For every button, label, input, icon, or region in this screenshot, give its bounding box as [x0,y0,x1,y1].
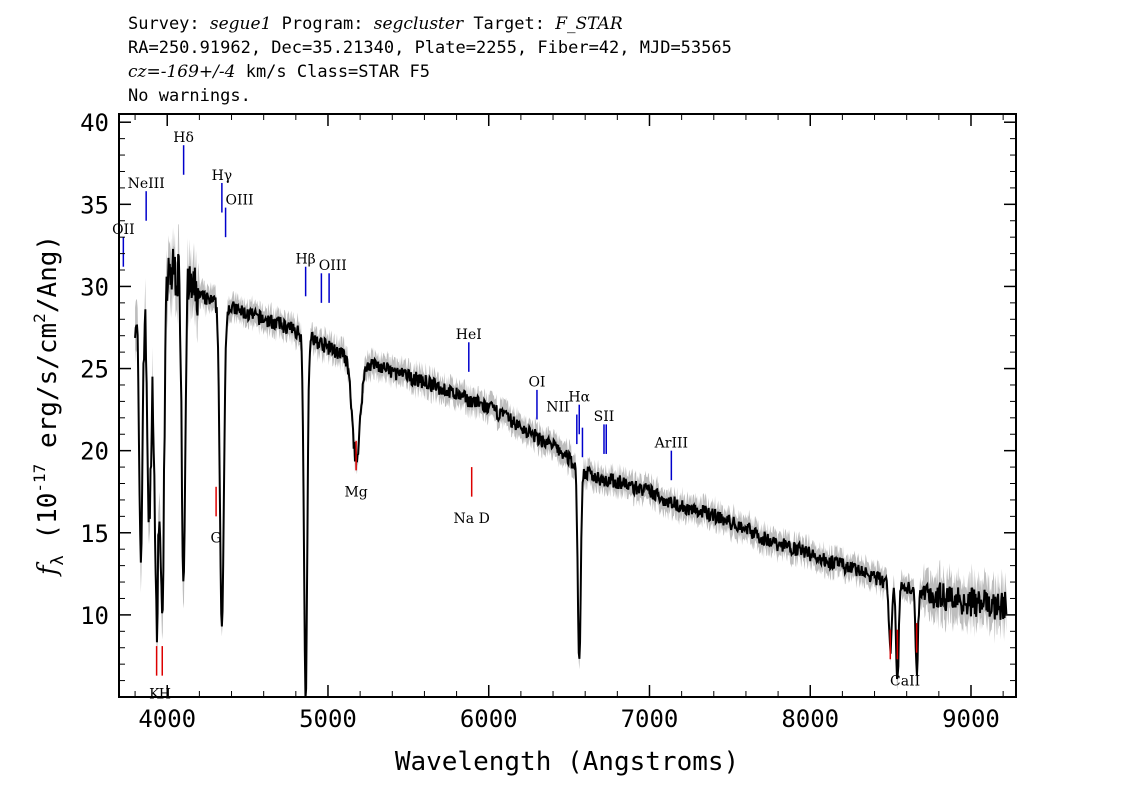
x-axis-label: Wavelength (Angstroms) [395,747,739,777]
emission-line-label: HeI [456,327,482,343]
spectrum-header: Survey: segue1 Program: segcluster Targe… [128,12,732,108]
emission-line-label: Hδ [173,130,194,146]
cz-value: -169+/-4 [160,62,236,82]
y-axis-label: fλ (10-17 erg/s/cm2/Ang) [30,235,68,577]
absorption-line-label: G [211,531,222,547]
emission-line-label: Hβ [295,252,315,268]
x-tick-label: 8000 [781,705,839,733]
program-value: segcluster [373,14,464,34]
emission-line-label: OI [528,375,545,391]
emission-line-label: NeIII [128,176,165,192]
absorption-line-label: CaII [890,674,920,690]
x-tick-label: 5000 [299,705,357,733]
emission-line-label: SII [594,409,615,425]
survey-label: Survey: [128,14,210,34]
program-label: Program: [271,14,374,34]
absorption-line-label: Mg [344,485,367,501]
header-line-survey: Survey: segue1 Program: segcluster Targe… [128,12,732,36]
x-tick-label: 7000 [621,705,679,733]
class-text: km/s Class=STAR F5 [235,62,430,82]
emission-line-label: NII [546,399,569,415]
x-tick-label: 9000 [942,705,1000,733]
emission-line-label: Hα [568,389,590,405]
y-tick-label: 25 [80,356,109,384]
target-value: F_STAR [555,14,623,34]
spectrum-line [134,248,1008,697]
target-label: Target: [463,14,556,34]
y-tick-label: 30 [80,273,109,301]
absorption-line-label: Na D [454,511,490,527]
emission-line-label: OIII [319,258,347,274]
header-line-coordinates: RA=250.91962, Dec=35.21340, Plate=2255, … [128,38,732,58]
emission-line-label: ArIII [654,435,688,451]
absorption-line-label: K [149,687,160,703]
y-tick-label: 10 [80,602,109,630]
emission-line-label: OIII [226,192,254,208]
absorption-line-label: H [159,687,171,703]
survey-value: segue1 [209,14,272,34]
axes: 4000 5000 6000 7000 8000 9000 10 15 20 25 30 35 40 [80,109,1016,733]
y-tick-label: 40 [80,109,109,137]
plot-frame [118,113,1017,698]
emission-line-label: Hγ [212,168,233,184]
svg-text:fλ (10-17 erg/s/cm2/Ang): fλ (10-17 erg/s/cm2/Ang) [30,235,68,577]
spectrum-trace [134,248,1008,697]
y-tick-label: 20 [80,438,109,466]
cz-label: cz= [128,62,161,82]
header-line-redshift: cz=-169+/-4 km/s Class=STAR F5 [128,60,732,84]
y-tick-label: 35 [80,191,109,219]
emission-line-label: OII [112,222,135,238]
x-tick-label: 4000 [138,705,196,733]
x-tick-label: 6000 [460,705,518,733]
y-tick-label: 15 [80,520,109,548]
header-line-warnings: No warnings. [128,86,251,106]
